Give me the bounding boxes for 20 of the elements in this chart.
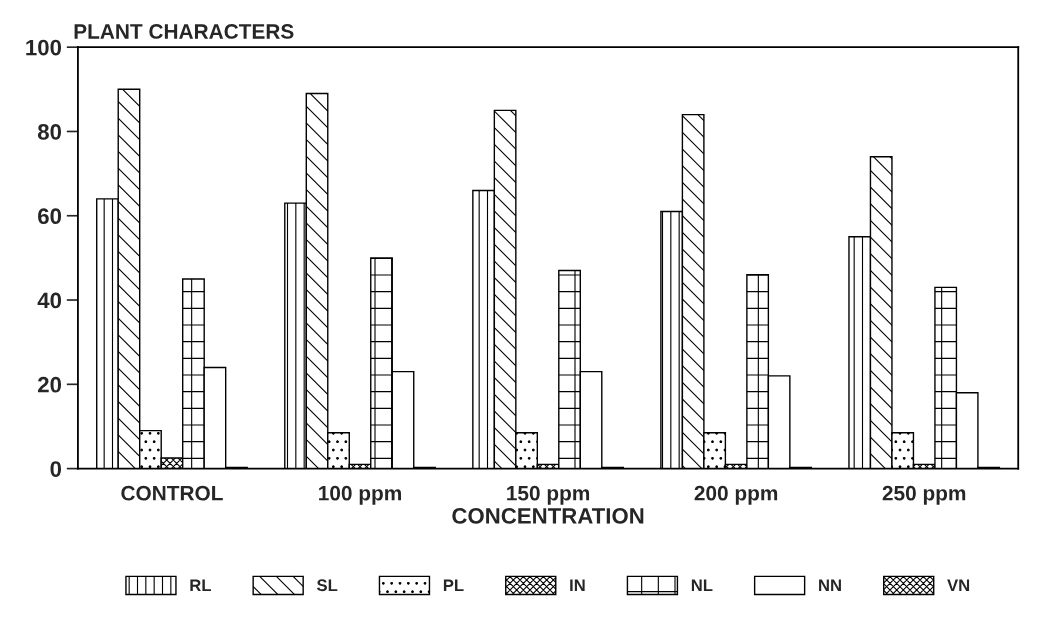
y-axis-title: PLANT CHARACTERS — [74, 24, 294, 39]
x-tick-label: 250 ppm — [882, 485, 966, 505]
y-tick-label: 20 — [38, 376, 62, 393]
x-tick-label: CONTROL — [121, 485, 223, 501]
x-tick-label: 150 ppm — [507, 485, 590, 505]
y-tick-label: 80 — [37, 124, 62, 140]
x-axis-title: CONCENTRATION — [452, 508, 644, 524]
legend-label: IN — [570, 579, 585, 591]
y-tick-label: 60 — [38, 208, 62, 225]
legend-label: NL — [691, 579, 713, 591]
legend-label: NN — [819, 579, 841, 591]
y-tick-label: 40 — [37, 292, 62, 309]
x-tick-label: 200 ppm — [694, 485, 778, 505]
legend-label: SL — [316, 579, 338, 592]
legend-label: RL — [190, 579, 211, 591]
legend-label: VN — [947, 579, 970, 591]
y-tick-label: 0 — [50, 461, 62, 477]
y-tick-label: 100 — [26, 39, 62, 56]
legend-label: PL — [443, 579, 464, 591]
x-tick-label: 100 ppm — [319, 485, 401, 505]
